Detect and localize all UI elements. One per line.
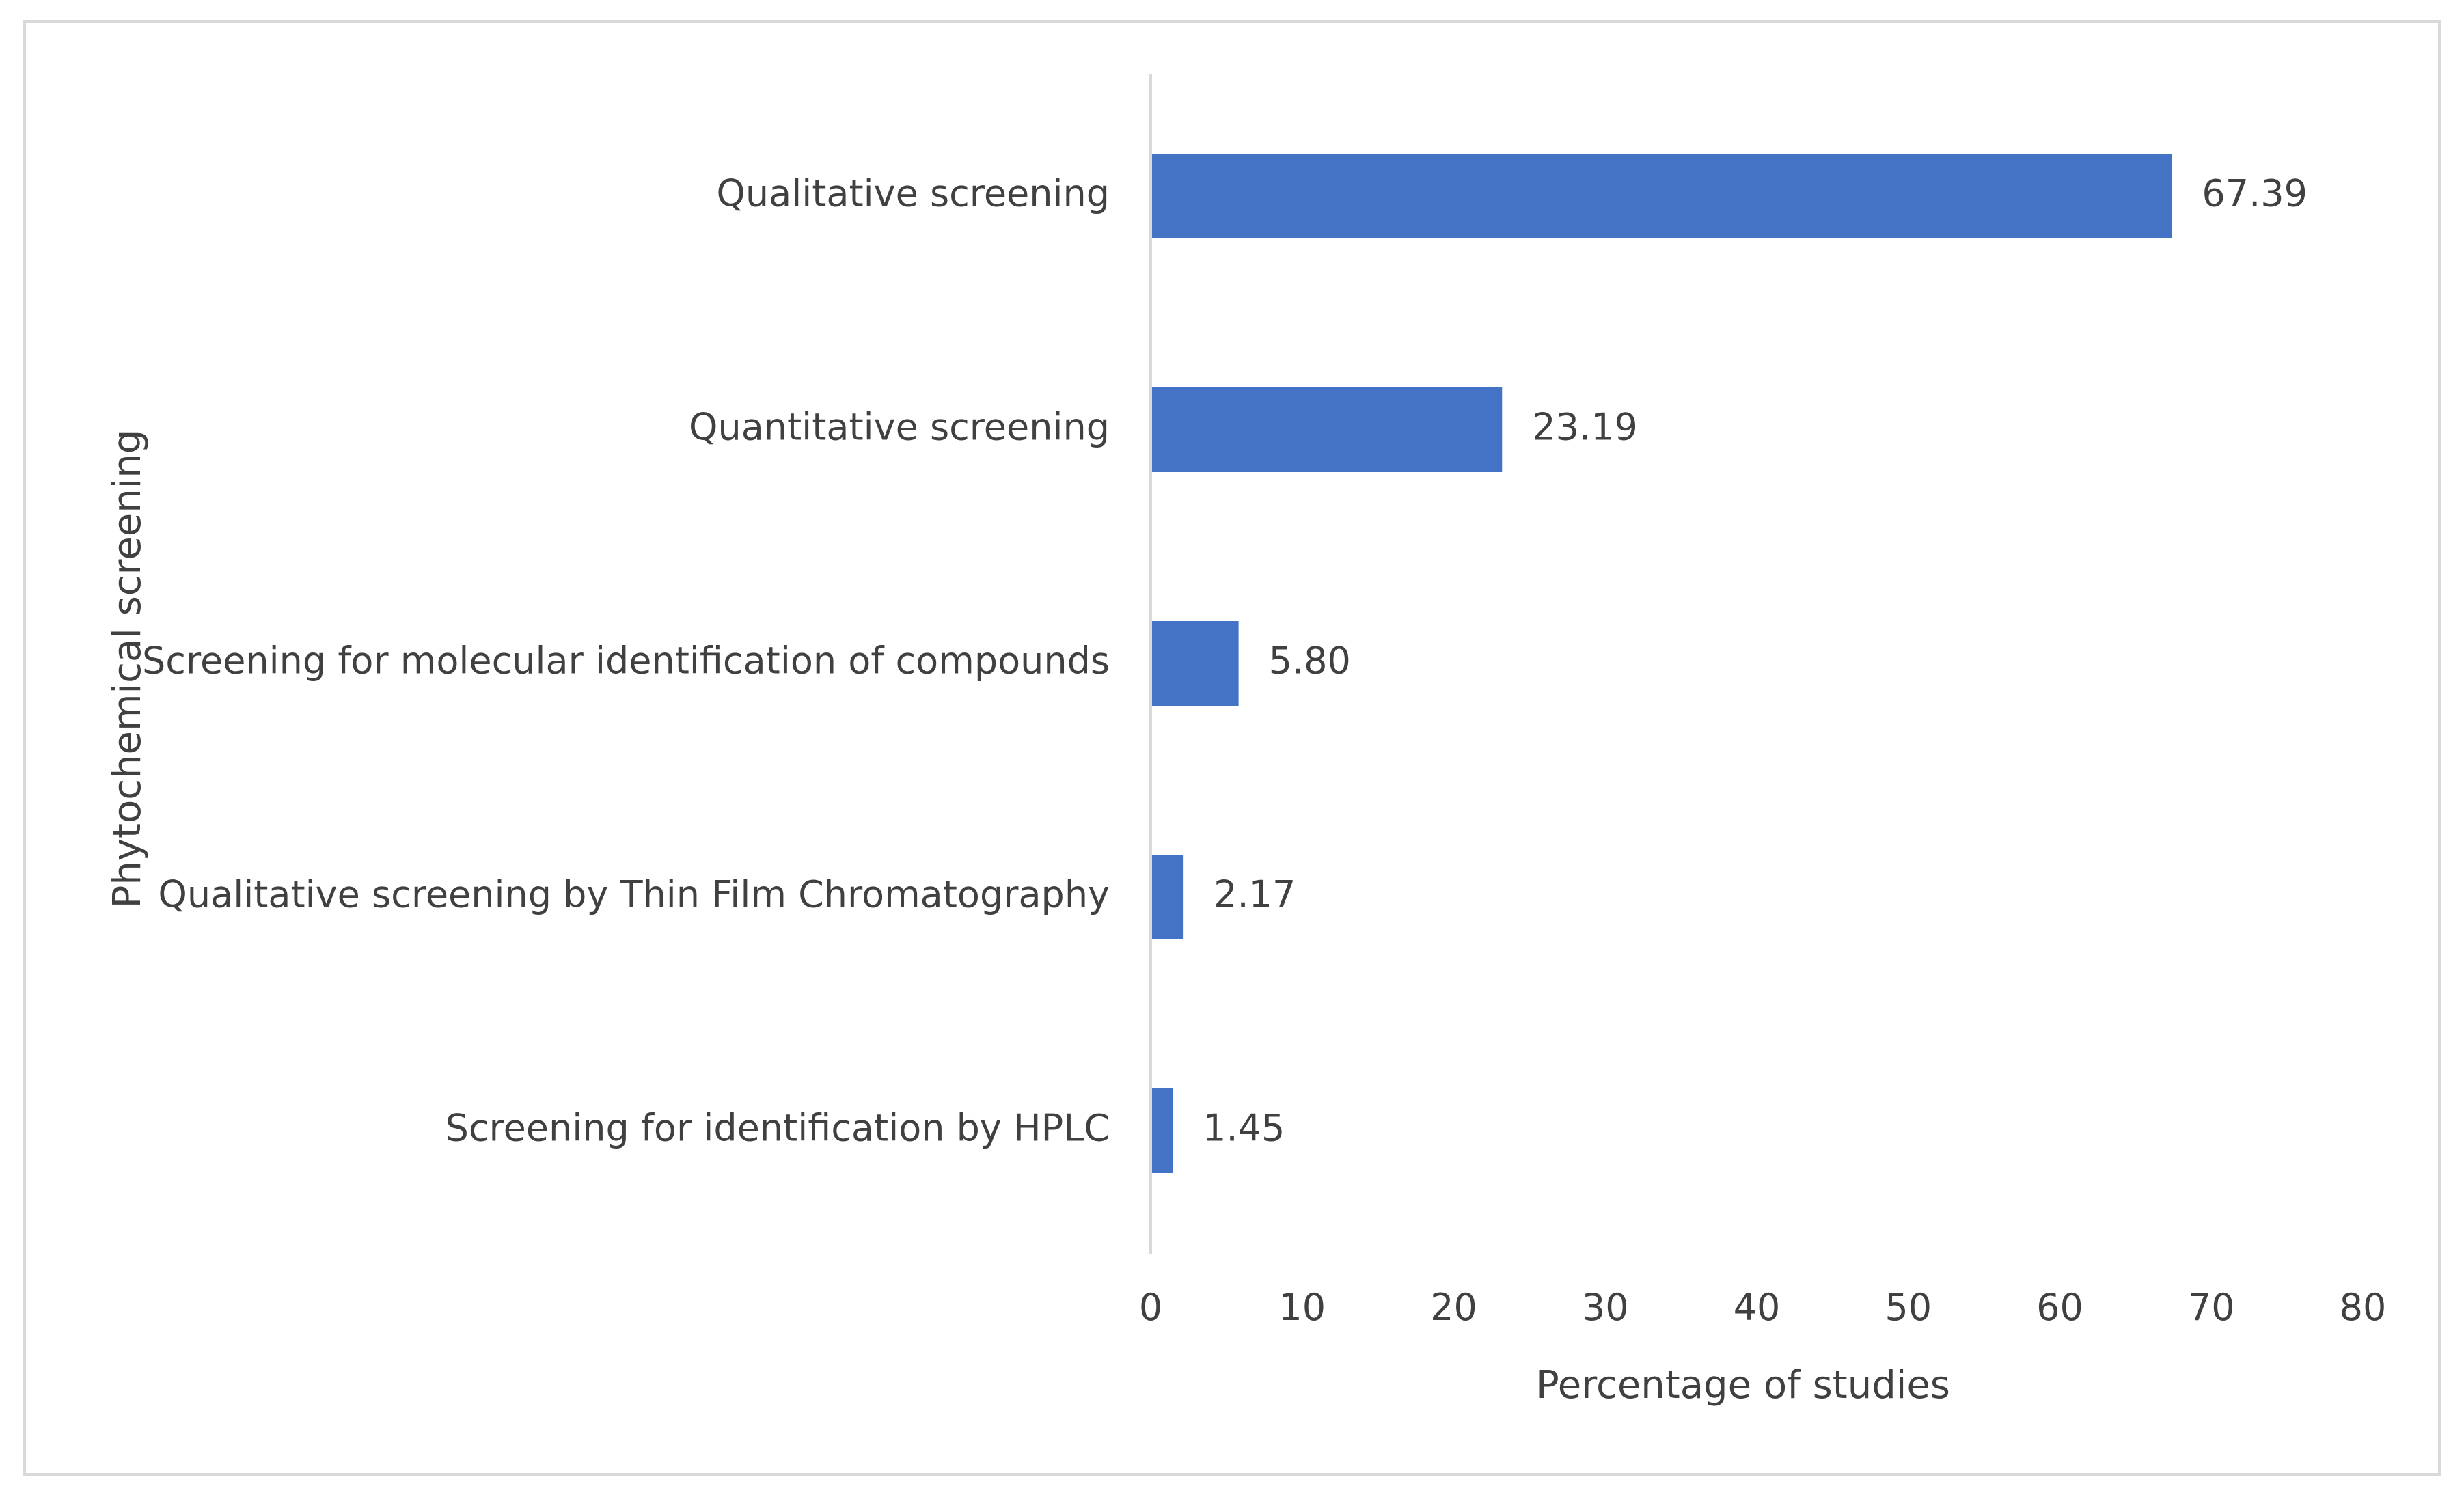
x-tick-label-40: 40 (1734, 1286, 1781, 1329)
bar-1 (1152, 154, 2172, 238)
data-label-2: 23.19 (1532, 406, 1638, 449)
category-label-2: Quantitative screening (689, 406, 1110, 449)
category-label-4: Qualitative screening by Thin Film Chrom… (158, 873, 1110, 916)
x-tick-label-70: 70 (2188, 1286, 2235, 1329)
bar-2 (1152, 387, 1503, 472)
data-label-4: 2.17 (1214, 873, 1296, 916)
bar-3 (1152, 621, 1239, 706)
y-axis-title: Phytochemical screening (105, 430, 150, 909)
x-tick-label-30: 30 (1582, 1286, 1629, 1329)
x-tick-label-80: 80 (2340, 1286, 2387, 1329)
data-label-1: 67.39 (2202, 172, 2308, 215)
x-tick-label-10: 10 (1278, 1286, 1326, 1329)
bar-chart: Qualitative screening 67.39 Quantitative s… (105, 74, 2387, 1407)
category-label-5: Screening for identification by HPLC (446, 1107, 1110, 1150)
x-tick-label-20: 20 (1430, 1286, 1477, 1329)
data-label-3: 5.80 (1269, 640, 1351, 683)
category-label-3: Screening for molecular identification o… (142, 640, 1110, 683)
bar-5 (1152, 1088, 1173, 1173)
bar-4 (1152, 855, 1184, 939)
category-label-1: Qualitative screening (716, 172, 1110, 215)
chart-frame: Qualitative screening 67.39 Quantitative s… (23, 20, 2441, 1476)
x-tick-label-60: 60 (2036, 1286, 2083, 1329)
x-tick-label-0: 0 (1139, 1286, 1162, 1329)
data-label-5: 1.45 (1203, 1107, 1285, 1150)
x-tick-label-50: 50 (1885, 1286, 1932, 1329)
x-axis-title: Percentage of studies (1536, 1363, 1950, 1407)
